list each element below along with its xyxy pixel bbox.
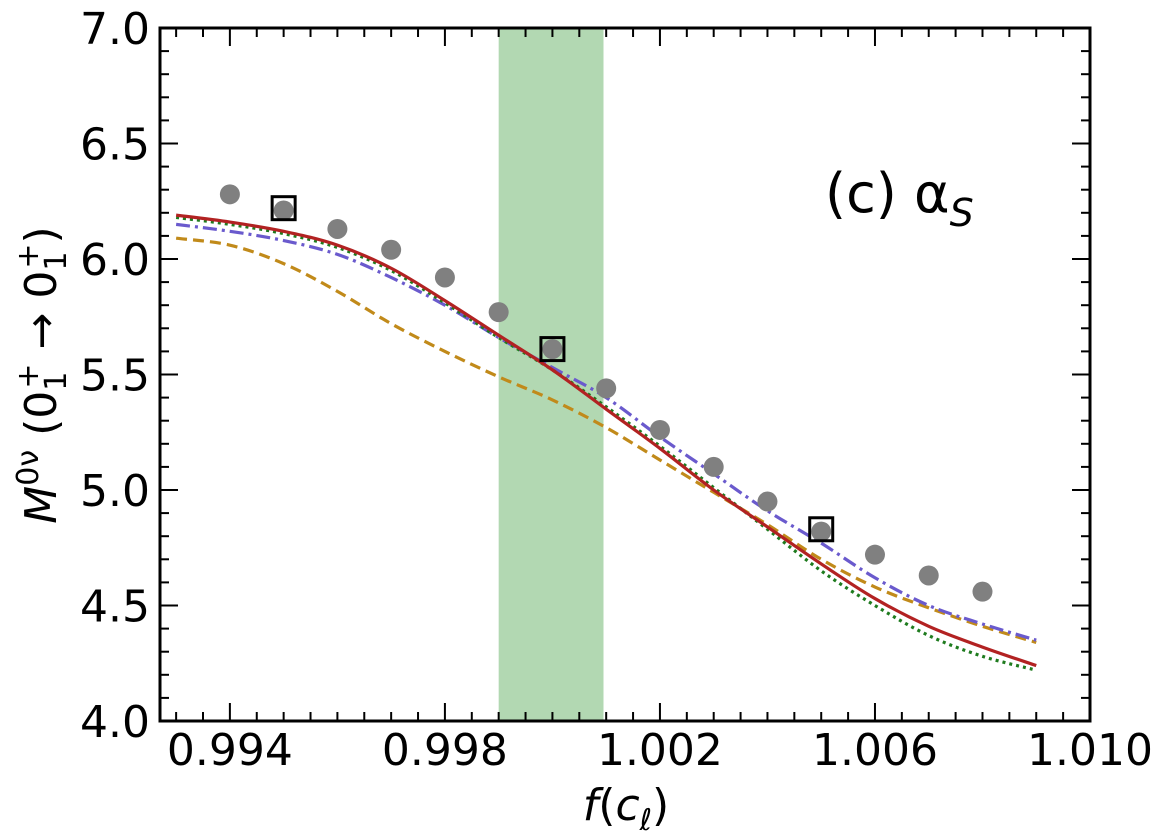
y-tick-label: 4.0 [80,697,150,748]
x-tick-label: 1.002 [597,725,723,776]
square-marker [808,516,835,543]
x-tick-label: 1.010 [1027,725,1153,776]
data-point [864,544,885,565]
ylabel-arrow: → 0 [16,271,67,364]
panel-label: (c) αS [825,162,974,235]
data-point [327,218,348,239]
ylabel-sup-plus: + [11,364,46,389]
x-tick-label: 1.006 [812,725,938,776]
data-point [918,565,939,586]
series-line-dotted [175,215,1037,672]
data-point [488,302,509,323]
xlabel-open: ( [598,780,615,831]
data-point [703,456,724,477]
plot-frame [158,26,1092,723]
data-point [757,491,778,512]
y-axis-label: M0ν (01+ → 01+) [11,226,74,523]
ylabel-sup-plus-b: + [11,243,46,268]
squares-layer [270,195,835,543]
y-tick-label: 4.5 [80,582,150,633]
y-tick-label: 6.5 [80,120,150,171]
y-tick-label: 7.0 [80,4,150,55]
series-line-dashed [175,236,1037,644]
ylabel-superscript: 0ν [11,450,46,486]
series-line-solid [175,213,1037,668]
panel-label-subscript: S [950,191,974,235]
xlabel-c: c [615,780,639,831]
data-point [219,184,240,205]
square-marker [539,336,566,363]
data-point [811,521,832,542]
band-layer [498,28,604,721]
xlabel-close: ) [652,780,669,831]
data-point [649,419,670,440]
x-axis-label: f(cℓ) [583,780,669,838]
square-marker [270,195,297,222]
ylabel-sub-1: 1 [39,372,74,391]
panel-label-text: (c) α [825,162,950,225]
y-tick-label: 6.0 [80,235,150,286]
xlabel-ell: ℓ [639,803,652,838]
data-point [596,378,617,399]
series-line-dash-dot [175,222,1037,642]
shaded-band [498,28,604,721]
data-point [972,581,993,602]
ylabel-m: M [16,486,67,524]
ylabel-sub-1b: 1 [39,252,74,271]
y-tick-label: 5.5 [80,351,150,402]
x-tick-label: 0.998 [382,725,508,776]
ylabel-close: ) [16,226,67,243]
data-point [381,239,402,260]
series-layer [175,213,1037,672]
tick-labels: 0.994 0.998 1.002 1.006 1.010 4.0 4.5 5.0 5.5 6.0… [80,4,1153,776]
x-tick-label: 0.994 [167,725,293,776]
points-layer [219,184,993,602]
ylabel-text-before: (0 [16,391,67,450]
data-point [273,200,294,221]
data-point [542,339,563,360]
y-tick-label: 5.0 [80,466,150,517]
data-point [434,267,455,288]
